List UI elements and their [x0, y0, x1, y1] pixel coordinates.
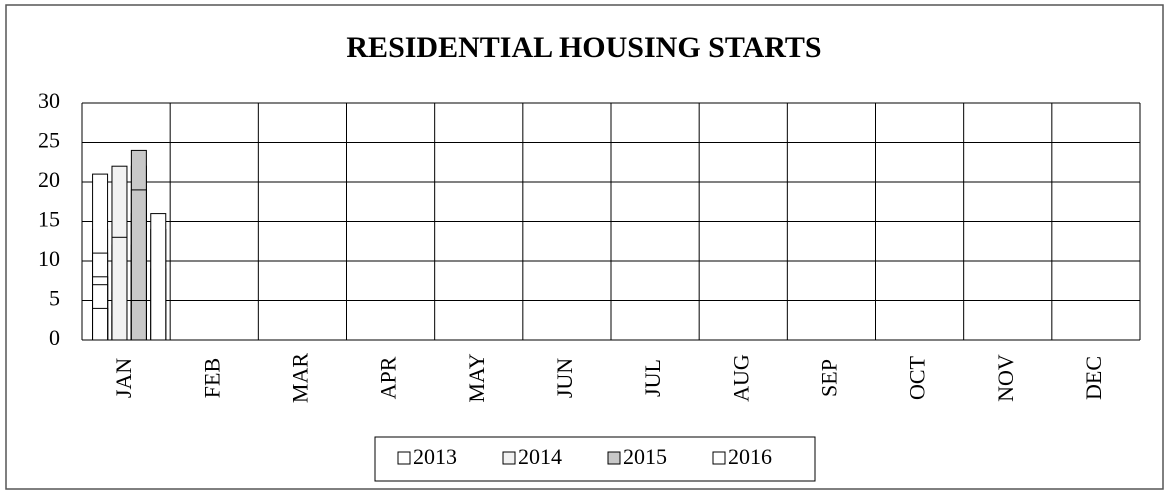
x-tick-label: AUG	[728, 354, 753, 402]
y-tick-label: 10	[38, 246, 60, 271]
legend-swatch	[397, 451, 411, 465]
y-tick-label: 25	[38, 128, 60, 153]
legend-label: 2013	[413, 444, 457, 469]
legend-box	[374, 436, 816, 482]
x-tick-label: MAY	[464, 353, 489, 402]
x-tick-label: MAR	[287, 353, 312, 403]
x-tick-label: JUN	[552, 358, 577, 398]
bar	[130, 300, 147, 341]
chart-title: RESIDENTIAL HOUSING STARTS	[346, 31, 821, 64]
y-tick-label: 15	[38, 207, 60, 232]
legend-swatch	[502, 451, 516, 465]
x-tick-label: NOV	[993, 354, 1018, 402]
legend-swatch	[712, 451, 726, 465]
x-tick-label: FEB	[199, 358, 224, 398]
bar	[111, 236, 128, 341]
x-tick-label: SEP	[816, 359, 841, 397]
chart-border	[5, 4, 1164, 490]
x-tick-label: APR	[376, 356, 401, 399]
bar	[92, 307, 109, 341]
bar	[150, 213, 167, 341]
x-tick-label: OCT	[905, 355, 930, 400]
legend-label: 2016	[728, 444, 772, 469]
y-tick-label: 5	[49, 286, 60, 311]
legend-label: 2014	[518, 444, 562, 469]
x-tick-label: JAN	[111, 358, 136, 398]
y-tick-label: 30	[38, 88, 60, 113]
legend-swatch	[607, 451, 621, 465]
x-tick-label: JUL	[640, 359, 665, 397]
y-tick-label: 20	[38, 167, 60, 192]
x-tick-label: DEC	[1081, 356, 1106, 400]
legend-label: 2015	[623, 444, 667, 469]
y-tick-label: 0	[49, 325, 60, 350]
